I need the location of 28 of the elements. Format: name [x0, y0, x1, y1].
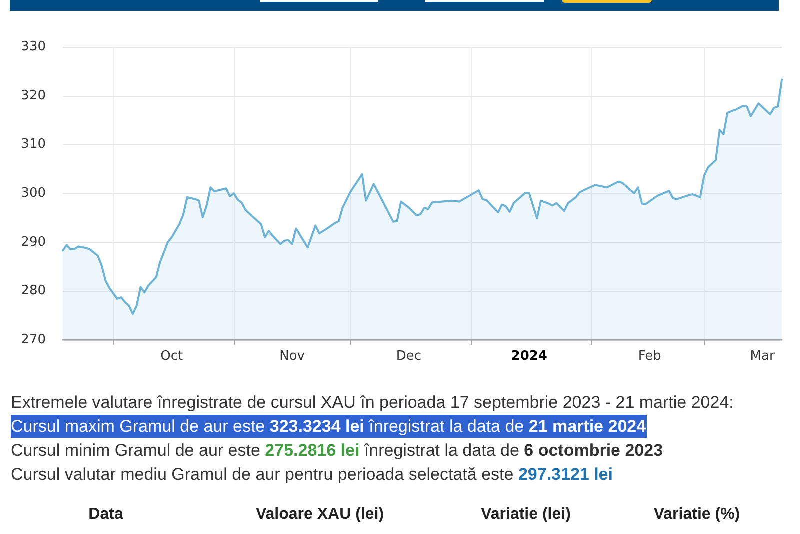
text: 323.3234 lei: [270, 417, 364, 436]
text: 275.2816 lei: [265, 441, 360, 460]
text: 297.3121 lei: [518, 465, 613, 484]
text: Cursul minim Gramul de aur este: [11, 441, 260, 460]
y-tick-label: 310: [21, 137, 46, 152]
x-tick-label: Feb: [638, 349, 662, 364]
x-tick-label: Mar: [750, 349, 776, 364]
y-tick-label: 330: [21, 40, 46, 54]
text: 21 martie 2024: [528, 417, 646, 436]
text: Cursul valutar mediu Gramul de aur pentru perioada selectată este: [11, 465, 514, 484]
text: Variatie (%): [654, 506, 740, 523]
x-tick-label: Dec: [396, 349, 422, 364]
x-tick-label: 2024: [511, 349, 548, 364]
y-tick-label: 320: [21, 88, 46, 104]
text: Variatie (lei): [481, 506, 571, 523]
text: înregistrat la data de: [369, 417, 524, 436]
text: Extremele valutare înregistrate de cursul XAU în perioada 17 septembrie 2023 - 21 martie 2024:: [11, 393, 734, 412]
y-tick-label: 270: [21, 332, 46, 348]
y-tick-label: 280: [21, 284, 46, 299]
text: Data: [88, 506, 124, 523]
text: Cursul maxim Gramul de aur este: [11, 417, 266, 436]
x-tick-label: Oct: [160, 349, 184, 364]
y-tick-label: 300: [21, 186, 46, 201]
text: înregistrat la data de: [364, 441, 520, 460]
text: 6 octombrie 2023: [524, 441, 664, 460]
y-tick-label: 290: [21, 234, 46, 250]
x-tick-label: Nov: [280, 349, 306, 364]
text: Valoare XAU (lei): [256, 506, 384, 523]
